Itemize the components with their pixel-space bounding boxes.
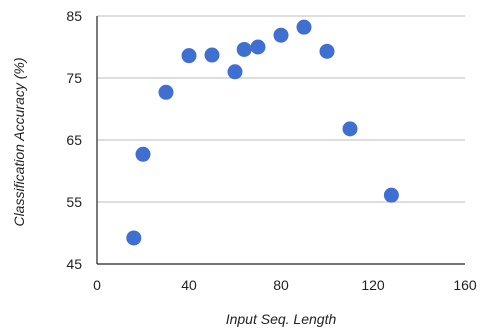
axes: [96, 16, 465, 265]
data-point: [181, 48, 197, 64]
y-tick-label: 65: [66, 132, 82, 148]
data-point: [158, 84, 174, 100]
data-point: [135, 146, 151, 162]
y-tick-label: 55: [66, 194, 82, 210]
data-point: [126, 230, 142, 246]
x-tick-label: 0: [93, 277, 101, 293]
x-tick-label: 40: [181, 277, 197, 293]
y-axis-title: Classification Accuracy (%): [11, 57, 27, 226]
data-points: [126, 19, 399, 246]
y-tick-label: 85: [66, 8, 82, 24]
y-tick-label: 75: [66, 70, 82, 86]
data-point: [383, 187, 399, 203]
data-point: [204, 47, 220, 63]
y-tick-label: 45: [66, 256, 82, 272]
data-point: [319, 43, 335, 59]
data-point: [236, 41, 252, 57]
data-point: [250, 39, 266, 55]
x-tick-label: 120: [361, 277, 385, 293]
gridlines: [97, 15, 465, 265]
data-point: [273, 27, 289, 43]
x-tick-label: 80: [273, 277, 289, 293]
x-tick-label: 160: [453, 277, 477, 293]
data-point: [296, 19, 312, 35]
data-point: [227, 64, 243, 80]
x-axis-title: Input Seq. Length: [226, 311, 337, 327]
x-tick-labels: 0 40 80 120 160: [93, 277, 477, 293]
data-point: [342, 121, 358, 137]
y-tick-labels: 45 55 65 75 85: [66, 8, 82, 272]
